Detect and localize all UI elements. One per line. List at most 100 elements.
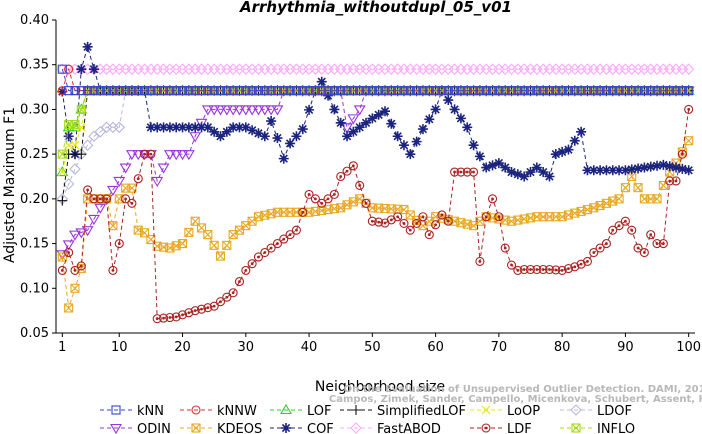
data-point-ldf: [601, 239, 611, 249]
data-point-knn: [646, 86, 656, 96]
data-point-knn: [380, 86, 390, 96]
data-point-ldf: [76, 261, 86, 271]
data-point-cof: [57, 86, 68, 97]
legend-marker-ldf: [481, 423, 491, 433]
data-point-knn: [329, 86, 339, 96]
data-point-cof: [462, 122, 473, 133]
data-point-odin: [106, 185, 119, 196]
data-point-ldf: [114, 239, 124, 249]
data-point-ldf: [329, 189, 339, 199]
data-point-knn: [336, 86, 346, 96]
data-point-odin: [113, 176, 126, 188]
data-point-knn: [481, 86, 491, 96]
legend-marker-simplifiedlof: [351, 405, 361, 415]
data-point-ldf: [133, 174, 143, 184]
data-point-cof: [525, 167, 536, 178]
data-point-knn: [184, 86, 194, 96]
data-point-ldf: [348, 161, 358, 171]
y-tick-label: 0.10: [20, 281, 49, 296]
data-point-odin: [94, 203, 107, 214]
data-point-knn: [215, 86, 226, 96]
data-point-kdeos: [652, 194, 662, 204]
y-tick-label: 0.05: [20, 326, 49, 341]
data-point-kdeos: [222, 240, 232, 250]
data-point-odin: [347, 114, 360, 125]
data-point-knn: [279, 86, 289, 96]
data-point-odin: [87, 214, 100, 226]
watermark-line-1: On the Evaluation of Unsupervised Outlie…: [344, 384, 702, 395]
data-point-knn: [127, 86, 137, 96]
data-point-odin: [163, 150, 176, 161]
data-point-knn: [348, 86, 358, 96]
x-tick-label: 1: [58, 340, 66, 355]
data-point-ldf: [431, 220, 441, 230]
legend-label-loop: LoOP: [507, 404, 540, 419]
data-point-knn: [544, 86, 555, 96]
legend-label-kdeos: KDEOS: [217, 422, 262, 434]
data-point-knn: [677, 86, 687, 96]
data-point-odin: [208, 105, 221, 116]
data-point-knn: [614, 86, 624, 96]
y-tick-label: 0.30: [20, 102, 49, 117]
y-tick-label: 0.20: [20, 192, 49, 207]
data-point-knn: [671, 86, 681, 96]
series-simplifiedlof: [57, 85, 694, 206]
data-point-ldf: [234, 277, 245, 287]
data-point-cof: [601, 165, 612, 176]
data-point-odin: [239, 105, 252, 116]
data-point-cof: [455, 113, 466, 124]
data-point-knn: [133, 86, 143, 96]
data-point-cof: [417, 124, 428, 135]
data-point-knn: [601, 86, 611, 96]
data-point-ldf: [260, 247, 270, 258]
data-point-knn: [475, 86, 485, 96]
data-point-knn: [76, 86, 86, 96]
data-point-ldof: [81, 139, 94, 151]
legend-label-inflo: INFLO: [597, 422, 635, 434]
data-point-knn: [513, 86, 523, 96]
data-point-loop: [57, 167, 67, 177]
data-point-knn: [443, 86, 453, 96]
data-point-cof: [430, 104, 441, 115]
data-point-knn: [557, 86, 567, 96]
data-point-ldf: [595, 243, 605, 253]
data-point-knn: [171, 86, 181, 96]
data-point-knn: [620, 86, 630, 96]
legend-item-ldof: LDOF: [560, 404, 632, 419]
data-point-cof: [272, 133, 283, 144]
series-line-lof: [61, 90, 689, 173]
data-point-cof: [361, 117, 372, 128]
y-tick-label: 0.15: [20, 237, 49, 252]
data-point-knn: [424, 86, 434, 96]
data-point-kdeos: [203, 230, 213, 240]
data-point-odin: [69, 230, 81, 241]
data-point-cof: [379, 106, 390, 117]
data-point-cof: [285, 138, 296, 149]
data-point-knn: [412, 86, 422, 96]
data-point-knn: [570, 86, 580, 96]
data-point-ldf: [405, 225, 415, 235]
data-point-ldf: [551, 265, 561, 275]
data-point-knn: [450, 86, 460, 96]
data-point-odin: [81, 226, 94, 237]
data-point-cof: [607, 165, 618, 176]
data-point-kdeos: [633, 183, 643, 193]
data-point-ldf: [544, 264, 555, 275]
data-point-odin: [195, 118, 208, 129]
legend-item-simplifiedlof: SimplifiedLOF: [340, 404, 466, 419]
x-tick-label: 90: [617, 340, 634, 355]
data-point-cof: [449, 104, 460, 115]
x-tick-label: 20: [174, 340, 191, 355]
data-point-ldf: [506, 260, 517, 270]
data-point-knn: [114, 86, 124, 96]
data-point-ldf: [652, 239, 662, 249]
x-tick-label: 100: [676, 340, 701, 355]
data-point-simplifiedlof: [57, 195, 68, 206]
data-point-ldf: [665, 176, 675, 186]
data-point-knn: [456, 86, 466, 96]
data-point-ldf: [424, 230, 434, 240]
data-point-ldf: [336, 171, 346, 182]
data-point-ldf: [89, 194, 99, 204]
data-point-knn: [272, 86, 282, 96]
data-point-knn: [196, 86, 207, 96]
